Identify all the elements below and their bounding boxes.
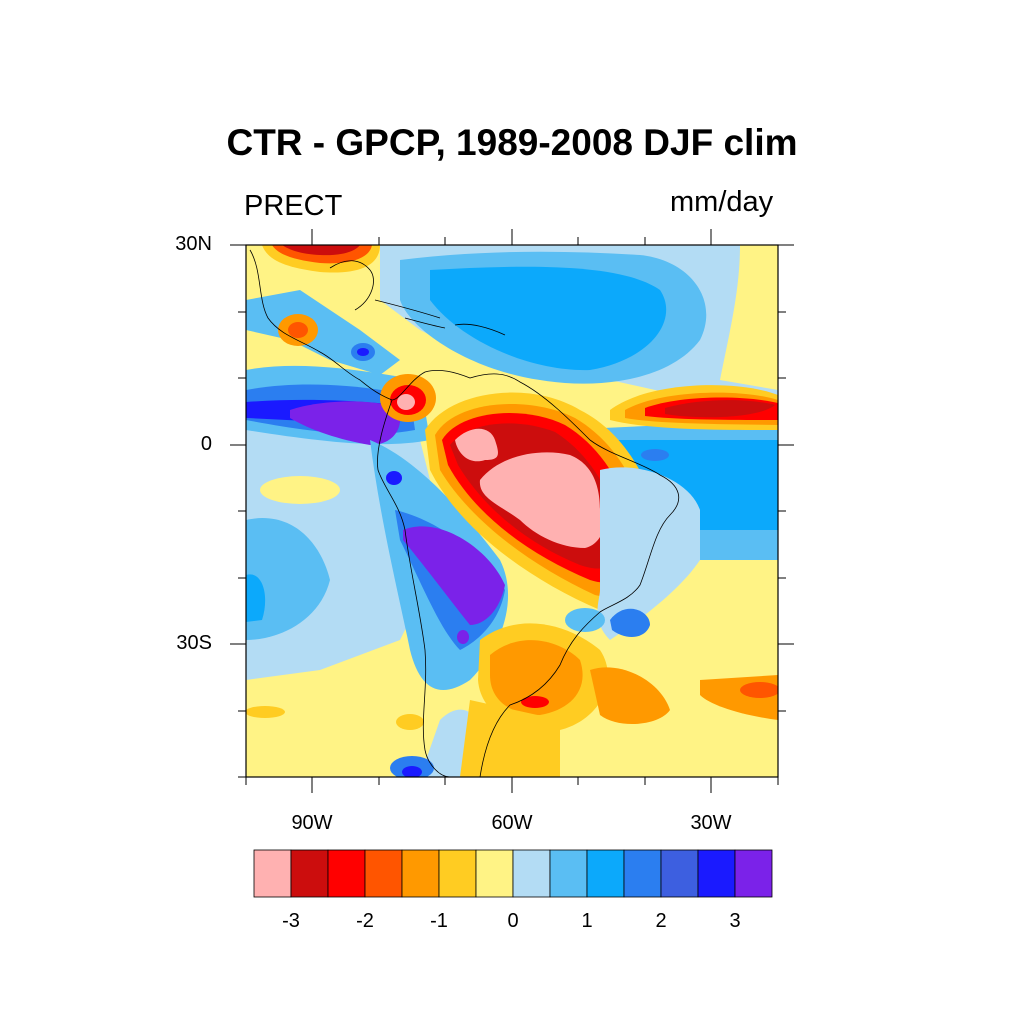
colorbar-box [697,849,736,898]
lon-label-30w: 30W [690,812,732,834]
colorbar-tick-label: 0 [507,910,519,932]
contour-fields [246,245,778,777]
colorbar-box [475,849,514,898]
colorbar-box [401,849,440,898]
colorbar-tick-label: -3 [282,910,300,932]
colorbar-box [364,849,403,898]
variable-label: PRECT [244,190,343,222]
colorbar-box [623,849,662,898]
colorbar-box [438,849,477,898]
axis-ticks [230,229,794,793]
colorbar-tick-label: 3 [729,910,741,932]
colorbar-box [512,849,551,898]
colorbar-box [253,849,292,898]
lat-label-30n: 30N [175,233,212,255]
lon-label-60w: 60W [491,812,533,834]
lat-label-0: 0 [200,433,212,455]
plot-title: CTR - GPCP, 1989-2008 DJF clim [226,122,798,163]
lon-label-90w: 90W [291,812,333,834]
coastlines [249,249,680,777]
colorbar-box [290,849,329,898]
units-label: mm/day [670,186,774,218]
colorbar-box [327,849,366,898]
colorbar-tick-label: 1 [581,910,593,932]
lat-label-30s: 30S [176,632,212,654]
colorbar-box [586,849,625,898]
colorbar [253,849,773,898]
colorbar-box [660,849,699,898]
colorbar-tick-label: -1 [430,910,448,932]
colorbar-box [549,849,588,898]
colorbar-tick-label: -2 [356,910,374,932]
colorbar-tick-label: 2 [655,910,667,932]
colorbar-box [734,849,773,898]
